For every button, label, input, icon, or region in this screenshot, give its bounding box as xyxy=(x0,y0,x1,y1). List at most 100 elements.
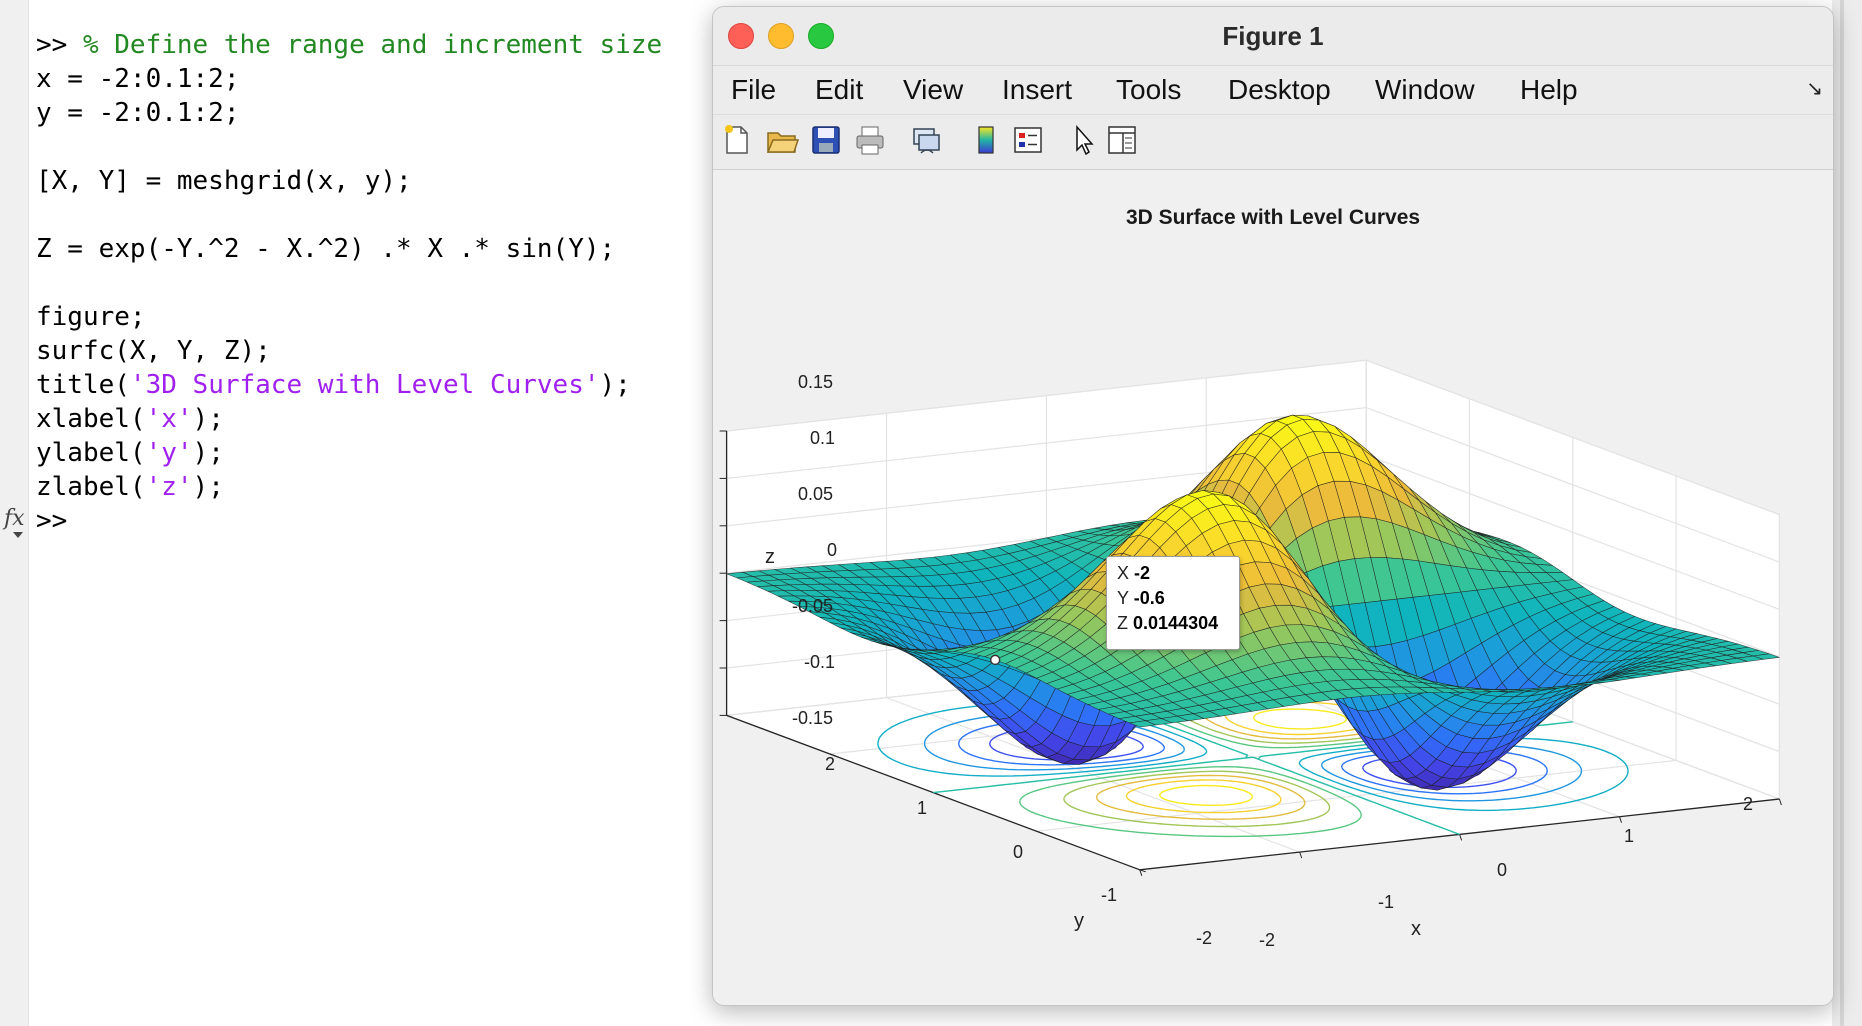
property-inspector-icon[interactable] xyxy=(1105,123,1139,157)
surface-mesh xyxy=(726,414,1780,791)
figure-window[interactable]: Figure 1 File Edit View Insert Tools Des… xyxy=(712,6,1834,1006)
comment: % Define the range and increment size xyxy=(82,30,663,60)
datatip-z-row: Z 0.0144304 xyxy=(1117,613,1218,634)
grid-line xyxy=(1365,407,1780,563)
x-tick-mark xyxy=(1778,798,1782,806)
x-tick-label: 1 xyxy=(1624,826,1635,846)
y-tick-label: 0 xyxy=(1013,842,1024,862)
surface-plot[interactable] xyxy=(713,170,1833,1005)
code-line-9: xlabel('x'); xyxy=(36,402,224,436)
x-tick-mark xyxy=(1299,851,1303,859)
y-tick-label: 2 xyxy=(825,754,836,774)
z-tick-label: -0.1 xyxy=(804,652,836,672)
code-text: title( xyxy=(36,370,130,400)
data-tip[interactable]: X -2 Y -0.6 Z 0.0144304 xyxy=(1106,556,1240,650)
code-line-3: y = -2:0.1:2; xyxy=(36,98,240,128)
code-line-11: zlabel('z'); xyxy=(36,470,224,504)
menu-help[interactable]: Help xyxy=(1520,74,1578,105)
plot-title: 3D Surface with Level Curves xyxy=(1125,206,1421,229)
console-gutter xyxy=(0,0,29,1026)
menu-tools[interactable]: Tools xyxy=(1116,74,1182,105)
title-bar[interactable]: Figure 1 xyxy=(713,7,1833,66)
menu-insert[interactable]: Insert xyxy=(1002,74,1073,105)
colorbar-icon[interactable] xyxy=(969,123,1003,157)
command-window[interactable]: >> % Define the range and increment size… xyxy=(0,0,700,1026)
menu-file[interactable]: File xyxy=(731,74,777,105)
print-icon[interactable] xyxy=(853,123,887,157)
y-tick-label: -2 xyxy=(1196,928,1213,948)
code-line-7: surfc(X, Y, Z); xyxy=(36,336,271,366)
x-tick-label: -1 xyxy=(1378,892,1395,912)
z-tick-label: -0.15 xyxy=(792,708,834,728)
close-button[interactable] xyxy=(728,23,754,49)
figure-toolbar xyxy=(713,115,1833,170)
z-tick-label: 0 xyxy=(827,540,838,560)
chevron-down-icon[interactable] xyxy=(13,532,23,538)
edit-plot-pointer-icon[interactable] xyxy=(1067,123,1101,157)
window-title: Figure 1 xyxy=(1222,21,1324,51)
save-icon[interactable] xyxy=(809,123,843,157)
x-tick-label: -2 xyxy=(1259,930,1276,950)
new-figure-icon[interactable] xyxy=(719,123,753,157)
y-tick-mark xyxy=(1139,869,1146,873)
y-axis-label: y xyxy=(1074,910,1084,932)
code-line-10: ylabel('y'); xyxy=(36,436,224,470)
z-tick-label: 0.05 xyxy=(798,484,834,504)
axes-container[interactable]: 3D Surface with Level Curves 0.15 0.1 0.… xyxy=(713,170,1833,1005)
link-plot-icon[interactable] xyxy=(909,123,943,157)
grid-line xyxy=(726,359,1367,432)
menu-view[interactable]: View xyxy=(903,74,964,105)
code-line-8: title('3D Surface with Level Curves'); xyxy=(36,368,631,402)
y-tick-mark xyxy=(1036,830,1043,834)
right-panel-edge xyxy=(1832,0,1862,1026)
y-tick-mark xyxy=(829,753,837,757)
grid-line xyxy=(726,407,1367,479)
code-text: ); xyxy=(192,438,224,468)
surface-patch xyxy=(1128,720,1157,728)
code-string: 'x' xyxy=(145,404,193,434)
zoom-button[interactable] xyxy=(808,23,834,49)
minimize-button[interactable] xyxy=(768,23,794,49)
code-line-4: [X, Y] = meshgrid(x, y); xyxy=(36,166,412,196)
code-string: 'y' xyxy=(145,438,193,468)
datatip-marker xyxy=(989,654,1001,666)
x-axis-label: x xyxy=(1411,918,1421,940)
z-tick-label: 0.15 xyxy=(798,372,834,392)
code-text: ); xyxy=(192,472,224,502)
y-tick-label: 1 xyxy=(917,798,928,818)
code-text: ); xyxy=(599,370,631,400)
datatip-z-value: 0.0144304 xyxy=(1133,613,1219,633)
legend-icon[interactable] xyxy=(1011,123,1045,157)
code-string: '3D Surface with Level Curves' xyxy=(129,370,600,400)
menu-window[interactable]: Window xyxy=(1375,74,1475,105)
code-text: ); xyxy=(192,404,224,434)
code-text: ylabel( xyxy=(36,438,146,468)
menu-bar: File Edit View Insert Tools Desktop Wind… xyxy=(713,66,1833,115)
datatip-y-label: Y xyxy=(1117,588,1129,608)
y-tick-mark xyxy=(726,714,733,718)
code-line-1: >> % Define the range and increment size xyxy=(36,28,662,62)
datatip-x-value: -2 xyxy=(1134,563,1151,583)
panel-divider xyxy=(1840,0,1844,1026)
grid-line xyxy=(1365,359,1780,516)
y-tick-label: -1 xyxy=(1101,885,1118,905)
function-browser-icon[interactable]: fx xyxy=(4,506,25,531)
x-tick-label: 2 xyxy=(1743,794,1754,814)
open-file-icon[interactable] xyxy=(765,123,799,157)
code-text: zlabel( xyxy=(36,472,146,502)
code-line-5: Z = exp(-Y.^2 - X.^2) .* X .* sin(Y); xyxy=(36,234,616,264)
grid-line xyxy=(1365,454,1780,610)
active-prompt[interactable]: >> xyxy=(36,506,68,536)
code-string: 'z' xyxy=(145,472,193,502)
datatip-x-label: X xyxy=(1117,563,1130,583)
menu-edit[interactable]: Edit xyxy=(815,74,864,105)
code-text: xlabel( xyxy=(36,404,146,434)
menu-desktop[interactable]: Desktop xyxy=(1228,74,1331,105)
x-tick-mark xyxy=(1459,834,1463,841)
x-tick-mark xyxy=(1139,869,1143,876)
datatip-y-row: Y -0.6 xyxy=(1117,588,1165,609)
level-curve xyxy=(1158,708,1348,806)
x-tick-mark xyxy=(1619,816,1622,823)
dock-figure-icon[interactable]: ↘ xyxy=(1806,78,1823,100)
x-tick-label: 0 xyxy=(1497,860,1508,880)
